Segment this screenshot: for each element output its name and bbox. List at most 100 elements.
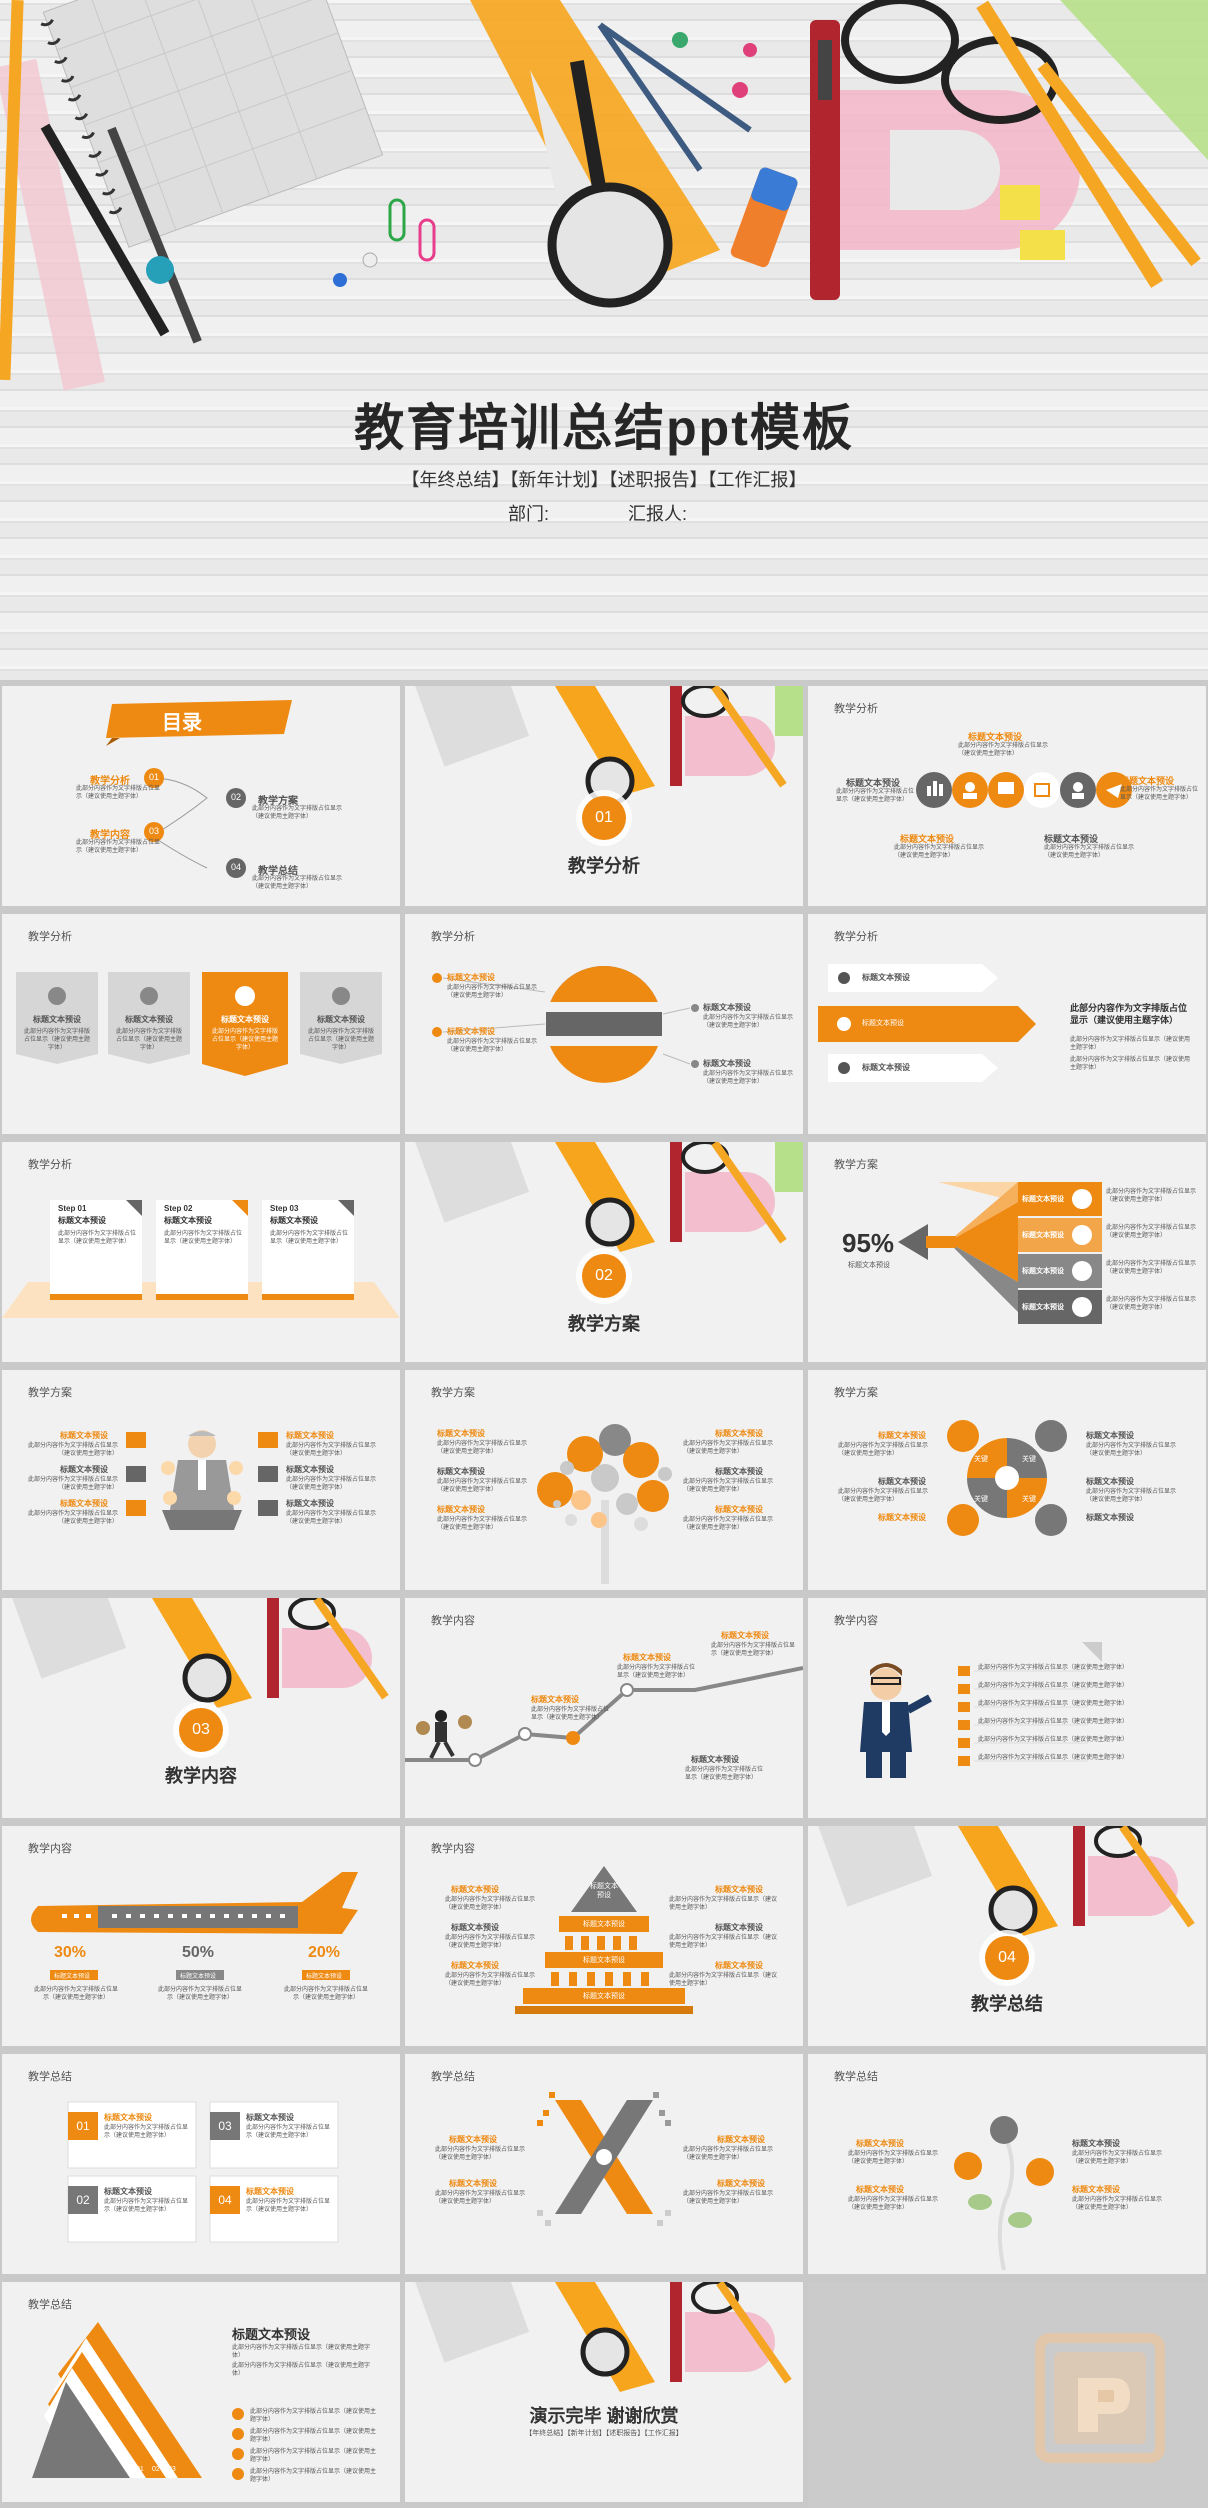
temple-illustration [515,1866,693,2014]
placeholder-title: 标题文本预设 [449,2135,497,2144]
step-title: 标题文本预设 [58,1216,106,1225]
card-desc: 此部分内容作为文字排版占位显示（建议使用主题字体） [307,1029,374,1051]
slide-label: 教学内容 [834,1615,878,1627]
band-title: 标题文本预设 [1022,1196,1064,1203]
triangle-layer: 03 [168,2466,176,2473]
placeholder-desc: 此部分内容作为文字排版占位显示（建议使用主题字体） [286,1511,377,1525]
step-desc: 此部分内容作为文字排版占位显示（建议使用主题字体） [164,1231,243,1245]
cross-arrows-graphic [537,2092,671,2226]
placeholder-desc: 此部分内容作为文字排版占位显示（建议使用主题字体） [435,2147,526,2161]
placeholder-desc: 此部分内容作为文字排版占位显示（建议使用主题字体） [27,1443,118,1457]
box-num: 01 [76,2119,90,2133]
placeholder-desc: 此部分内容作为文字排版占位显示（建议使用主题字体） [27,1511,118,1525]
pencil-icon [1037,61,1201,267]
toc-label-4[interactable]: 教学总结 [258,866,298,877]
band-title: 标题文本预设 [1022,1304,1064,1311]
box-desc: 此部分内容作为文字排版占位显示（建议使用主题字体） [246,2199,331,2213]
placeholder-desc: 此部分内容作为文字排版占位显示（建议使用主题字体） [848,2151,939,2165]
slide-section-03: 03 教学内容 [2,1598,400,1818]
section-number: 02 [582,1254,626,1298]
placeholder-title: 标题文本预设 [1044,834,1099,844]
bullet-text: 此部分内容作为文字排版占位显示（建议使用主题字体） [250,2469,377,2483]
placeholder-desc: 此部分内容作为文字排版占位显示（建议使用主题字体） [27,1477,118,1491]
slide-analysis-cards: 教学分析 标题文本预设 标题文本预设 标题文本预设 标题文本预设 此部分内容作为… [2,914,400,1134]
card-title: 标题文本预设 [33,1015,81,1024]
slide-label: 教学内容 [431,1843,475,1855]
card-desc: 此部分内容作为文字排版占位显示（建议使用主题字体） [23,1029,90,1051]
cutter-icon [810,20,840,300]
placeholder-title: 标题文本预设 [60,1431,108,1440]
toc-label-2[interactable]: 教学方案 [258,796,298,807]
clip-icon [388,198,406,242]
placeholder-desc: 此部分内容作为文字排版占位显示（建议使用主题字体） [531,1707,610,1721]
placeholder-title: 标题文本预设 [717,2135,765,2144]
placeholder-title: 标题文本预设 [437,1505,485,1514]
pyramid-row: 标题文本预设 [583,1993,625,2000]
placeholder-desc: 此部分内容作为文字排版占位显示（建议使用主题字体） [711,1643,796,1657]
slide-plan-figure: 教学方案 标题文本预设 此部分内容作为文字排版占位显示（建议使用主题字体） 标题… [2,1370,400,1590]
placeholder-title: 标题文本预设 [691,1755,739,1764]
slide-section-01: 01 教学分析 [405,686,803,906]
plane-label: 标题文本预设 [54,1974,91,1980]
section-title: 教学总结 [971,1994,1043,2014]
ending-subtitle: 【年终总结】【新年计划】【述职报告】【工作汇报】 [525,2430,683,2437]
placeholder-desc: 此部分内容作为文字排版占位显示（建议使用主题字体） [1044,845,1135,859]
pen-icon [107,126,202,344]
airplane-illustration [31,1872,358,1980]
band-desc: 此部分内容作为文字排版占位显示（建议使用主题字体） [1106,1261,1197,1275]
ending-title: 演示完毕 谢谢欣赏 [529,2406,679,2426]
slide-content-pyramid: 教学内容 标题文本预设 标题文本预设 标题文本预设 标题文本预设 标题文本预设 … [405,1826,803,2046]
slide-label: 教学方案 [834,1387,878,1399]
plane-desc: 此部分内容作为文字排版占位显示（建议使用主题字体） [33,1987,118,2001]
slide-plan-95: 教学方案 95% 标题文本预设 标题文本预设 标题文本预设 标题文本预设 标题文… [808,1142,1206,1362]
logo-watermark-icon [1035,2333,1165,2463]
arrow-title: 标题文本预设 [862,1063,910,1072]
key-label: 关键 [1022,1456,1036,1463]
toc-num-3: 03 [148,826,159,836]
placeholder-title: 标题文本预设 [878,1477,926,1486]
pyramid-top: 标题文本预设 [590,1883,618,1899]
side-heading: 此部分内容作为文字排版占位显示（建议使用主题字体） [1070,1003,1188,1025]
slide-analysis-arrows: 教学分析 标题文本预设 标题文本预设 标题文本预设 此部分内容作为文字排版占位显… [808,914,1206,1134]
placeholder-title: 标题文本预设 [878,1431,926,1440]
placeholder-desc: 此部分内容作为文字排版占位显示（建议使用主题字体） [848,2197,939,2211]
list-text: 此部分内容作为文字排版占位显示（建议使用主题字体） [978,1737,1129,1743]
placeholder-desc: 此部分内容作为文字排版占位显示（建议使用主题字体） [1086,1443,1177,1457]
bullet-text: 此部分内容作为文字排版占位显示（建议使用主题字体） [250,2449,377,2463]
placeholder-desc: 此部分内容作为文字排版占位显示（建议使用主题字体） [836,789,915,803]
desk-items-illustration [10,1598,389,1708]
placeholder-desc: 此部分内容作为文字排版占位显示（建议使用主题字体） [894,845,985,859]
placeholder-title: 标题文本预设 [286,1431,334,1440]
slide-summary-plant: 教学总结 标题文本预设 此部分内容作为文字排版占位显示（建议使用主题字体） 标题… [808,2054,1206,2274]
toc-label-1[interactable]: 教学分析 [90,776,130,787]
placeholder-desc: 此部分内容作为文字排版占位显示（建议使用主题字体） [958,743,1049,757]
placeholder-title: 标题文本预设 [878,1513,926,1522]
placeholder-desc: 此部分内容作为文字排版占位显示（建议使用主题字体） [435,2191,526,2205]
slide-summary-cross: 教学总结 标题文本预设 此部分内容作为文字排版占位显示（建议使用主题字体） 标题… [405,2054,803,2274]
placeholder-desc: 此部分内容作为文字排版占位显示（建议使用主题字体） [437,1517,528,1531]
placeholder-title: 标题文本预设 [715,1923,763,1932]
box-title: 标题文本预设 [104,2113,152,2122]
card-title: 标题文本预设 [125,1015,173,1024]
toc-num-2: 02 [230,792,241,802]
cover-slide: 教育培训总结ppt模板 【年终总结】【新年计划】【述职报告】【工作汇报】 部门:… [0,0,1208,680]
placeholder-title: 标题文本预设 [856,2185,904,2194]
toc-label-3[interactable]: 教学内容 [90,830,130,841]
slide-plan-keys: 教学方案 关键 关键 关键 关键 标题文本预设 此部分内容作为文字排版占位显示（… [808,1370,1206,1590]
stat-caption: 标题文本预设 [848,1262,890,1269]
slide-content-person: 教学内容 此部分内容作为文字排版占位显示（建议使用主题字体） 此部分内容作为文字… [808,1598,1206,1818]
placeholder-desc: 此部分内容作为文字排版占位显示（建议使用主题字体） [437,1441,528,1455]
step-desc: 此部分内容作为文字排版占位显示（建议使用主题字体） [58,1231,137,1245]
plane-stat-1: 30% [54,1944,87,1961]
layered-triangle [32,2322,244,2480]
placeholder-desc: 此部分内容作为文字排版占位显示（建议使用主题字体） [838,1489,929,1503]
desk-items-illustration [413,2282,792,2392]
clip-icon [418,218,436,262]
placeholder-title: 标题文本预设 [1086,1513,1134,1522]
magnifier-icon [547,60,673,308]
slide-label: 教学方案 [431,1387,475,1399]
toc-num-4: 04 [230,862,241,872]
step-label: Step 03 [270,1204,299,1213]
toc-num-1: 01 [148,772,159,782]
pencil-icon [0,0,24,381]
